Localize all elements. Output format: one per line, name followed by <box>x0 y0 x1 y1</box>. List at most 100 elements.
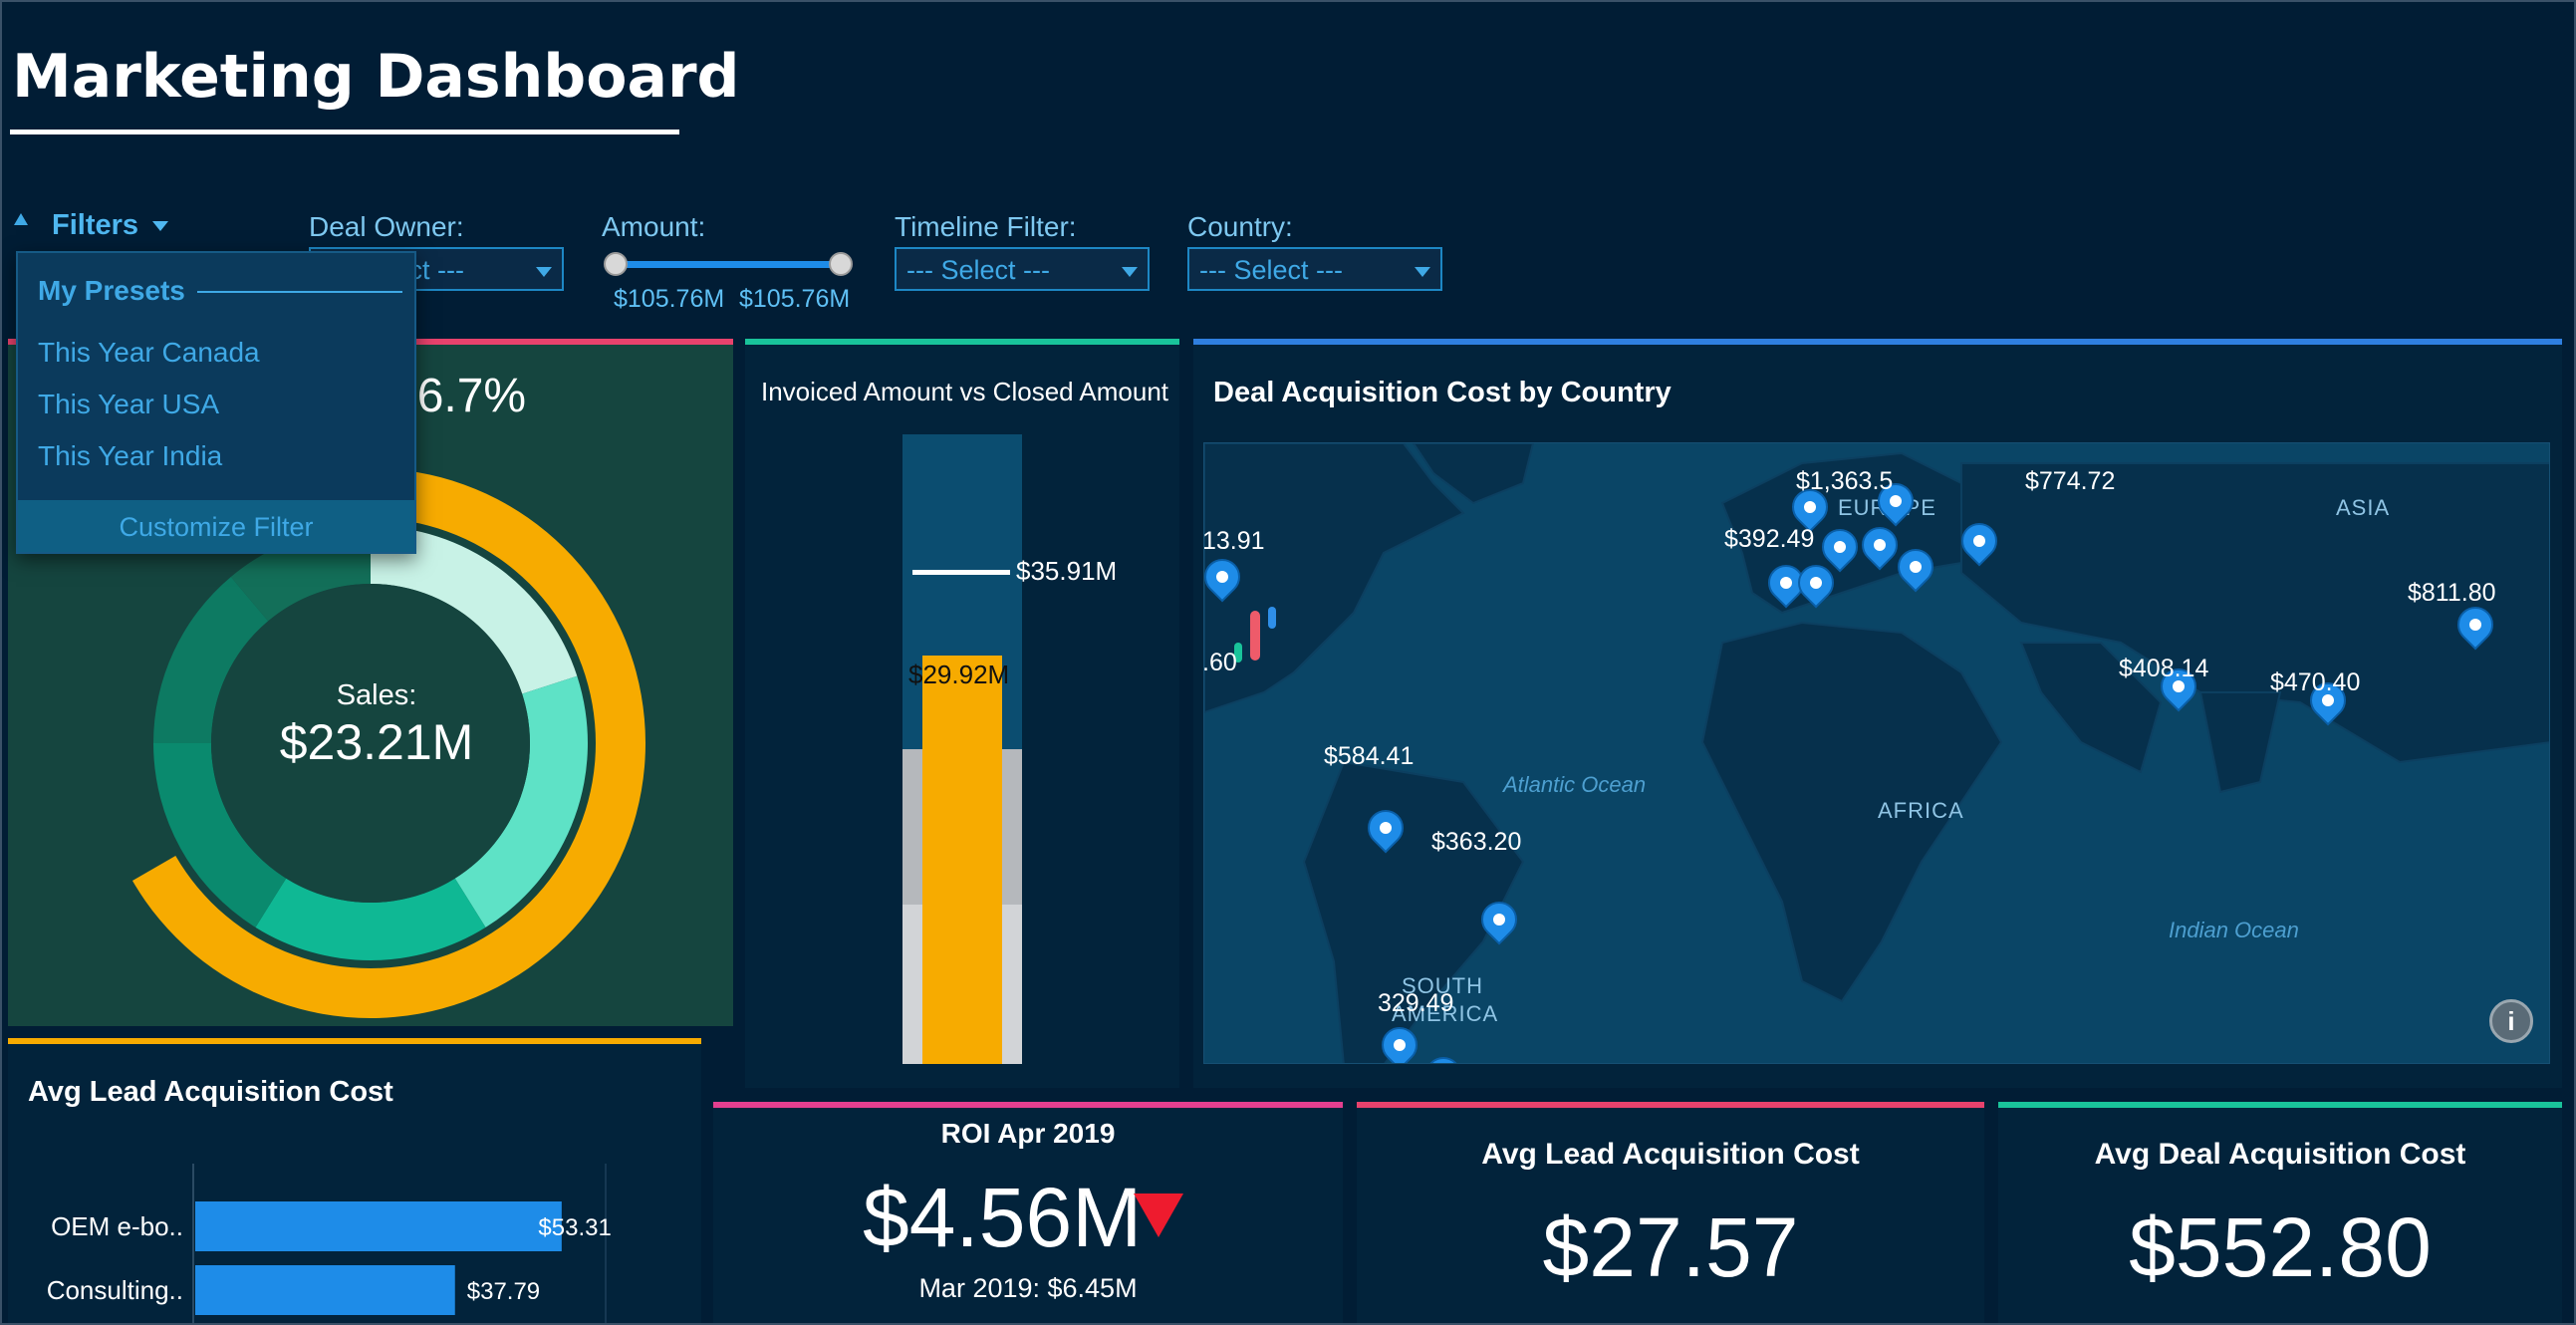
category-label: OEM e-bo.. <box>51 1211 183 1241</box>
map-bar-red <box>1250 611 1260 661</box>
filters-toggle[interactable]: Filters <box>52 209 169 242</box>
map-title: Deal Acquisition Cost by Country <box>1213 377 1672 408</box>
bar[interactable] <box>195 1201 562 1251</box>
value-label: $37.79 <box>467 1278 540 1305</box>
map-marker-label: 13.91 <box>1203 527 1265 555</box>
lead-kpi-value: $27.57 <box>1542 1200 1799 1294</box>
preset-item[interactable]: This Year USA <box>38 389 220 419</box>
map-marker-label: $1,363.5 <box>1796 467 1894 495</box>
map-bar-teal <box>1234 643 1242 662</box>
title-underline <box>10 130 679 134</box>
map-pin-dot <box>1807 574 1825 592</box>
panel-accent-bar <box>8 1038 701 1044</box>
collapse-triangle-icon[interactable] <box>14 213 28 225</box>
map-panel: Deal Acquisition Cost by Country <box>1193 339 2562 1088</box>
continent-label: AMERICA <box>1392 1001 1499 1026</box>
donut-center-label: Sales: <box>336 679 417 711</box>
donut-hole <box>211 584 530 903</box>
bullet-target-label: $35.91M <box>1016 556 1118 586</box>
continent-label: SOUTH <box>1402 973 1483 998</box>
amount-slider-min-handle[interactable] <box>604 252 628 276</box>
map-marker-label: $470.40 <box>2270 668 2361 696</box>
amount-slider-max-handle[interactable] <box>829 252 853 276</box>
timeline-value: --- Select --- <box>906 255 1050 285</box>
ocean-label: Atlantic Ocean <box>1503 772 1647 797</box>
map-pin-dot <box>1391 1036 1409 1054</box>
world-map-shapes <box>1204 443 2549 1063</box>
amount-min-label: $105.76M <box>614 285 723 313</box>
bullet-panel: Invoiced Amount vs Closed Amount $35.91M… <box>745 339 1179 1088</box>
lead-kpi-panel: Avg Lead Acquisition Cost $27.57 <box>1357 1102 1984 1323</box>
dropdown-caret-icon <box>1415 267 1430 277</box>
map-marker-label: $584.41 <box>1324 742 1415 770</box>
map-marker-label: $408.14 <box>2119 655 2209 682</box>
continent-label: ASIA <box>2336 495 2391 520</box>
continent-label: AFRICA <box>1878 798 1964 823</box>
donut-segment <box>153 743 287 928</box>
category-label: Consulting.. <box>47 1275 183 1305</box>
value-label: $53.31 <box>538 1214 611 1241</box>
preset-item[interactable]: This Year India <box>38 440 223 471</box>
country-label: Country: <box>1187 211 1293 242</box>
roi-title: ROI Apr 2019 <box>940 1118 1116 1149</box>
amount-slider-track[interactable] <box>616 261 843 268</box>
lead-cost-title: Avg Lead Acquisition Cost <box>28 1076 393 1108</box>
map-pin-dot <box>1777 574 1795 592</box>
trend-down-icon <box>1134 1193 1183 1237</box>
amount-max-label: $105.76M <box>739 285 849 313</box>
presets-heading-rule <box>197 291 402 293</box>
timeline-label: Timeline Filter: <box>895 211 1077 242</box>
deal-kpi-value: $552.80 <box>2129 1200 2432 1294</box>
donut-center-value: $23.21M <box>279 714 474 770</box>
filters-toggle-label: Filters <box>52 209 139 241</box>
timeline-select[interactable]: --- Select --- <box>895 247 1150 291</box>
deal-owner-label: Deal Owner: <box>309 211 464 242</box>
map-marker-label: .60 <box>1203 649 1237 676</box>
donut-segment <box>371 526 578 694</box>
lead-cost-panel: Avg Lead Acquisition Cost OEM e-bo.. $53.… <box>8 1038 701 1323</box>
map-marker-label: $392.49 <box>1724 525 1815 553</box>
world-map[interactable]: ASIA AFRICA SOUTH AMERICA EUROPE Atlanti… <box>1203 442 2550 1064</box>
map-pin-dot <box>1801 498 1819 516</box>
panel-accent-bar <box>713 1102 1343 1108</box>
roi-kpi-panel: ROI Apr 2019 $4.56M Mar 2019: $6.45M <box>713 1102 1343 1323</box>
map-pin-dot <box>1213 568 1231 586</box>
map-marker-label: $363.20 <box>1431 828 1522 856</box>
map-pin-dot <box>1490 911 1508 928</box>
map-marker-label: $774.72 <box>2025 467 2116 495</box>
lead-kpi-title: Avg Lead Acquisition Cost <box>1481 1138 1860 1171</box>
lead-cost-chart: OEM e-bo.. $53.31 Consulting.. $37.79 <box>47 1164 612 1323</box>
ocean-label: Indian Ocean <box>2169 918 2299 942</box>
map-pin-dot <box>1907 558 1925 576</box>
deal-kpi-panel: Avg Deal Acquisition Cost $552.80 <box>1998 1102 2562 1323</box>
panel-accent-bar <box>1998 1102 2562 1108</box>
map-pin-dot <box>1871 536 1889 554</box>
presets-heading: My Presets <box>38 275 185 306</box>
bullet-title: Invoiced Amount vs Closed Amount <box>761 377 1169 406</box>
map-pin-dot <box>1377 819 1395 837</box>
donut-segment <box>153 577 269 743</box>
dropdown-caret-icon <box>536 267 552 277</box>
map-pin-dot <box>1831 538 1849 556</box>
map-bar-blue <box>1268 607 1276 629</box>
donut-segment <box>454 675 588 928</box>
map-pin-dot <box>2466 616 2484 634</box>
panel-accent-bar <box>1193 339 2562 345</box>
panel-accent-bar <box>745 339 1179 345</box>
country-select[interactable]: --- Select --- <box>1187 247 1442 291</box>
map-marker-label: 329.49 <box>1378 989 1454 1017</box>
bullet-actual-bar <box>922 656 1002 1064</box>
country-value: --- Select --- <box>1199 255 1343 285</box>
customize-filter-button[interactable]: Customize Filter <box>18 500 414 552</box>
panel-accent-bar <box>1357 1102 1984 1108</box>
roi-compare: Mar 2019: $6.45M <box>918 1273 1138 1303</box>
page-title: Marketing Dashboard <box>12 42 740 112</box>
bar[interactable] <box>195 1265 455 1315</box>
preset-item[interactable]: This Year Canada <box>38 337 260 368</box>
map-marker-label: $811.80 <box>2408 579 2496 607</box>
bullet-bar-label: $29.92M <box>908 660 1010 689</box>
donut-segment <box>255 878 486 960</box>
presets-menu: My Presets This Year Canada This Year US… <box>16 251 416 554</box>
info-icon[interactable]: i <box>2489 999 2533 1043</box>
